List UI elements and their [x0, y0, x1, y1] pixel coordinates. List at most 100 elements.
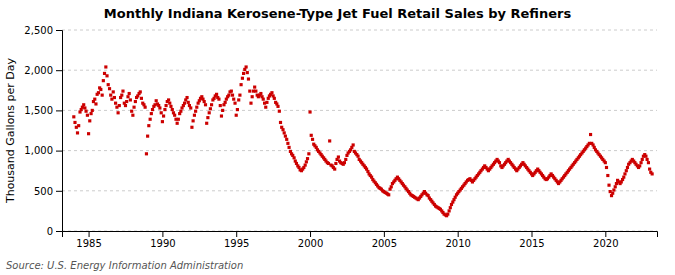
- point: [146, 135, 149, 138]
- annotation: Source: U.S. Energy Information Administ…: [6, 260, 243, 271]
- grid-line: [62, 190, 657, 191]
- point: [308, 110, 311, 113]
- point: [293, 156, 296, 159]
- tick-label: 2,000: [24, 65, 53, 76]
- point: [189, 106, 192, 109]
- point: [168, 102, 171, 105]
- tick: 0: [47, 226, 62, 237]
- point: [204, 103, 207, 106]
- point: [639, 161, 642, 164]
- tick-label: 500: [34, 186, 53, 197]
- point: [104, 65, 107, 68]
- title: Monthly Indiana Kerosene-Type Jet Fuel R…: [104, 6, 572, 21]
- tick-mark: [56, 110, 62, 111]
- point: [84, 110, 87, 113]
- point: [304, 163, 307, 166]
- point: [83, 106, 86, 109]
- point: [285, 138, 288, 141]
- point: [109, 94, 112, 97]
- tick: 1985: [76, 231, 101, 249]
- point: [264, 106, 267, 109]
- point: [87, 132, 90, 135]
- point: [145, 152, 148, 155]
- point: [626, 166, 629, 169]
- axis-line: [56, 31, 63, 232]
- point: [165, 104, 168, 107]
- point: [262, 98, 265, 101]
- point: [278, 110, 281, 113]
- point: [287, 146, 290, 149]
- point: [251, 95, 254, 98]
- point: [82, 103, 85, 106]
- tick-mark: [532, 231, 533, 237]
- point: [118, 104, 121, 107]
- point: [283, 131, 286, 134]
- point: [149, 118, 152, 121]
- point: [276, 105, 279, 108]
- point: [622, 176, 625, 179]
- point: [259, 92, 262, 95]
- point: [203, 100, 206, 103]
- tick-label: 1985: [76, 238, 101, 249]
- point: [77, 124, 80, 127]
- point: [86, 114, 89, 117]
- point: [217, 98, 220, 101]
- point: [334, 162, 337, 165]
- point: [611, 192, 614, 195]
- tick-label: 1,500: [24, 105, 53, 116]
- point: [151, 108, 154, 111]
- tick-label: 2005: [372, 238, 397, 249]
- point: [589, 133, 592, 136]
- tick-label: 2020: [593, 238, 618, 249]
- point: [498, 161, 501, 164]
- point: [128, 92, 131, 95]
- point: [90, 112, 93, 115]
- tick-mark: [56, 30, 62, 31]
- point: [101, 94, 104, 97]
- point: [176, 122, 179, 125]
- grid: [62, 30, 657, 231]
- tick: 2010: [445, 231, 470, 249]
- tick-mark: [458, 231, 459, 237]
- point: [208, 111, 211, 114]
- point: [286, 142, 289, 145]
- point: [333, 168, 336, 171]
- point: [310, 134, 313, 137]
- tick-label: 1990: [150, 238, 175, 249]
- point: [190, 126, 193, 129]
- point: [205, 122, 208, 125]
- tick-label: 2000: [298, 238, 323, 249]
- tick-label: 1,000: [24, 145, 53, 156]
- point: [72, 115, 75, 118]
- point: [241, 77, 244, 80]
- point: [220, 114, 223, 117]
- point: [248, 90, 251, 93]
- point: [97, 91, 100, 94]
- point: [356, 155, 359, 158]
- point: [306, 157, 309, 160]
- tick: 500: [34, 186, 62, 197]
- point: [147, 124, 150, 127]
- tick-mark: [236, 231, 237, 237]
- tick-label: 0: [47, 226, 53, 237]
- point: [171, 108, 174, 111]
- point: [132, 106, 135, 109]
- point: [281, 128, 284, 131]
- point: [105, 74, 108, 77]
- tick-mark: [162, 231, 163, 237]
- x-axis: 19851990199520002005201020152020: [63, 231, 658, 249]
- point: [206, 116, 209, 119]
- point: [344, 158, 347, 161]
- tick-label: 2010: [445, 238, 470, 249]
- point: [160, 111, 163, 114]
- point: [647, 161, 650, 164]
- tick: 1990: [150, 231, 175, 249]
- point: [163, 108, 166, 111]
- point: [210, 103, 213, 106]
- tick: 2,000: [24, 65, 62, 76]
- point: [648, 168, 651, 171]
- grid-line: [62, 70, 657, 71]
- point: [102, 79, 105, 82]
- point: [231, 94, 234, 97]
- grid-line: [62, 30, 657, 31]
